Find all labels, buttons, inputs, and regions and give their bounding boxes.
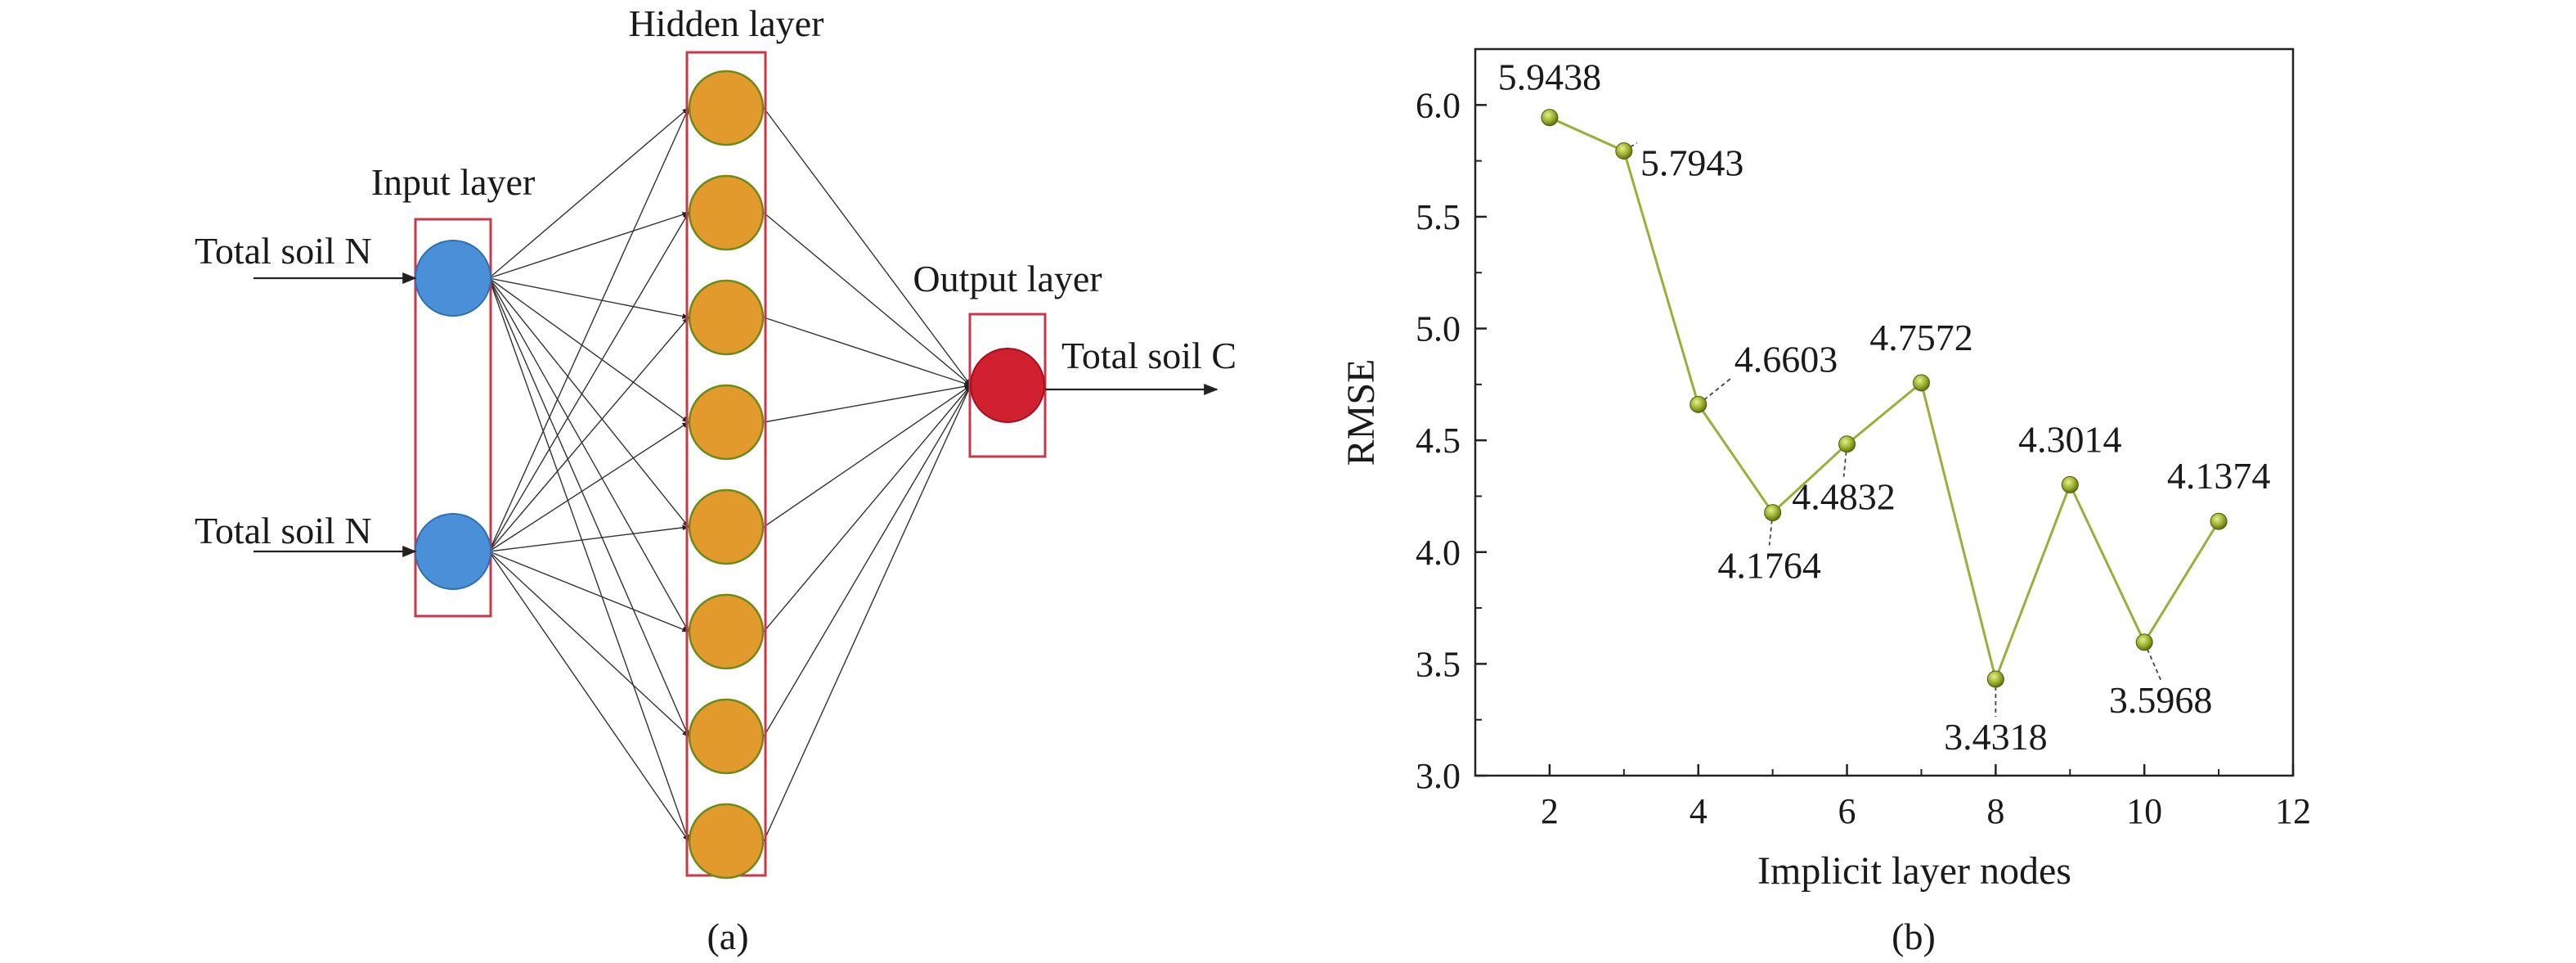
hidden-layer-label: Hidden layer bbox=[629, 2, 824, 44]
data-label: 4.7572 bbox=[1869, 317, 1973, 358]
edge-input2-hidden3 bbox=[488, 317, 689, 552]
hidden-node-6 bbox=[688, 593, 765, 670]
data-point bbox=[2061, 475, 2079, 493]
y-tick-label: 4.5 bbox=[1416, 421, 1461, 461]
input-layer-box bbox=[414, 218, 492, 618]
hidden-node-5 bbox=[688, 488, 765, 565]
hidden-node-4 bbox=[688, 384, 765, 461]
edge-input2-hidden6 bbox=[488, 551, 689, 632]
hidden-nodes bbox=[688, 70, 765, 880]
edge-input2-hidden2 bbox=[488, 212, 689, 552]
data-label: 4.4832 bbox=[1792, 476, 1896, 518]
edge-hidden7-output bbox=[763, 385, 972, 737]
x-axis-title: Implicit layer nodes bbox=[1757, 849, 2071, 893]
output-node bbox=[970, 348, 1045, 423]
rmse-line bbox=[1549, 116, 2220, 683]
hidden-node-8 bbox=[688, 803, 765, 880]
x-axis: 2 4 6 8 10 12 bbox=[1541, 764, 2311, 831]
edge-hidden8-output bbox=[763, 385, 972, 842]
data-point bbox=[1615, 142, 1633, 160]
hidden-node-2 bbox=[688, 174, 765, 251]
output-label: Total soil C bbox=[1061, 335, 1236, 376]
y-tick-label: 3.0 bbox=[1416, 756, 1461, 796]
data-point bbox=[1541, 109, 1559, 127]
y-axis-title: RMSE bbox=[1340, 359, 1383, 466]
data-labels: 5.9438 5.7943 4.6603 4.1764 4.4832 4.7572 3.43… bbox=[1498, 56, 2271, 758]
edge-hidden5-output bbox=[763, 385, 972, 528]
hidden-node-3 bbox=[688, 279, 765, 356]
data-point bbox=[1838, 435, 1856, 453]
x-tick-label: 6 bbox=[1838, 791, 1856, 831]
data-label: 4.6603 bbox=[1735, 338, 1838, 380]
edge-input1-hidden6 bbox=[488, 277, 689, 632]
data-point bbox=[1986, 670, 2004, 688]
data-label: 4.1764 bbox=[1717, 545, 1821, 587]
x-tick-label: 4 bbox=[1690, 791, 1708, 831]
data-label: 4.1374 bbox=[2167, 455, 2271, 497]
y-tick-label: 6.0 bbox=[1416, 85, 1461, 125]
input-node-2 bbox=[415, 513, 491, 590]
data-label: 5.9438 bbox=[1498, 56, 1602, 98]
edge-input2-hidden8 bbox=[488, 551, 689, 842]
y-axis: 3.0 3.5 4.0 4.5 5.0 5.5 6.0 bbox=[1416, 85, 1487, 796]
data-points bbox=[1541, 109, 2228, 688]
data-label: 5.7943 bbox=[1640, 142, 1744, 184]
input-label-1: Total soil N bbox=[195, 230, 372, 272]
edge-input1-hidden7 bbox=[488, 277, 689, 737]
input-nodes bbox=[415, 240, 491, 590]
caption-b: (b) bbox=[1892, 916, 1936, 957]
input-node-1 bbox=[415, 240, 491, 317]
data-point bbox=[2210, 512, 2228, 530]
input-label-2: Total soil N bbox=[195, 510, 372, 551]
data-point bbox=[1764, 504, 1782, 522]
y-tick-label: 3.5 bbox=[1416, 644, 1461, 684]
output-layer-label: Output layer bbox=[913, 258, 1102, 299]
plot-frame bbox=[1474, 47, 2295, 777]
label-leader bbox=[1768, 512, 1774, 546]
network-connections bbox=[488, 107, 972, 842]
edge-input2-hidden4 bbox=[488, 421, 689, 552]
x-tick-label: 2 bbox=[1541, 791, 1559, 831]
edge-hidden1-output bbox=[763, 107, 972, 386]
data-point bbox=[1690, 395, 1708, 413]
caption-a: (a) bbox=[707, 916, 748, 957]
data-point bbox=[2135, 633, 2153, 651]
x-tick-label: 10 bbox=[2126, 791, 2162, 831]
edge-input2-hidden1 bbox=[488, 107, 689, 552]
y-tick-label: 5.0 bbox=[1416, 309, 1461, 349]
edge-hidden2-output bbox=[763, 212, 972, 386]
rmse-chart: 3.0 3.5 4.0 4.5 5.0 5.5 6.0 2 4 6 8 10 12 5.9438 5.7… bbox=[1340, 47, 2311, 957]
edge-input2-hidden7 bbox=[488, 551, 689, 737]
edge-input1-hidden5 bbox=[488, 277, 689, 528]
edge-hidden6-output bbox=[763, 385, 972, 632]
edge-hidden4-output bbox=[763, 384, 972, 423]
y-tick-label: 4.0 bbox=[1416, 533, 1461, 573]
data-label: 3.4318 bbox=[1944, 716, 2048, 758]
edge-hidden3-output bbox=[763, 317, 972, 386]
edge-input1-hidden1 bbox=[488, 107, 689, 279]
x-tick-label: 12 bbox=[2275, 791, 2311, 831]
label-leader bbox=[1842, 443, 1848, 477]
data-label: 3.5968 bbox=[2109, 679, 2213, 721]
hidden-node-7 bbox=[688, 698, 765, 775]
data-label: 4.3014 bbox=[2018, 418, 2122, 460]
data-point bbox=[1912, 374, 1930, 392]
edge-input1-hidden3 bbox=[488, 277, 689, 319]
edge-input1-hidden2 bbox=[488, 212, 689, 279]
y-tick-label: 5.5 bbox=[1416, 197, 1461, 237]
hidden-node-1 bbox=[688, 70, 765, 146]
edge-input1-hidden4 bbox=[488, 277, 689, 423]
edge-input1-hidden8 bbox=[488, 277, 689, 842]
neural-network-diagram: Input layer Hidden layer Output layer To… bbox=[195, 2, 1236, 957]
x-tick-label: 8 bbox=[1986, 791, 2004, 831]
edge-input2-hidden5 bbox=[488, 524, 689, 552]
input-layer-label: Input layer bbox=[371, 161, 536, 203]
